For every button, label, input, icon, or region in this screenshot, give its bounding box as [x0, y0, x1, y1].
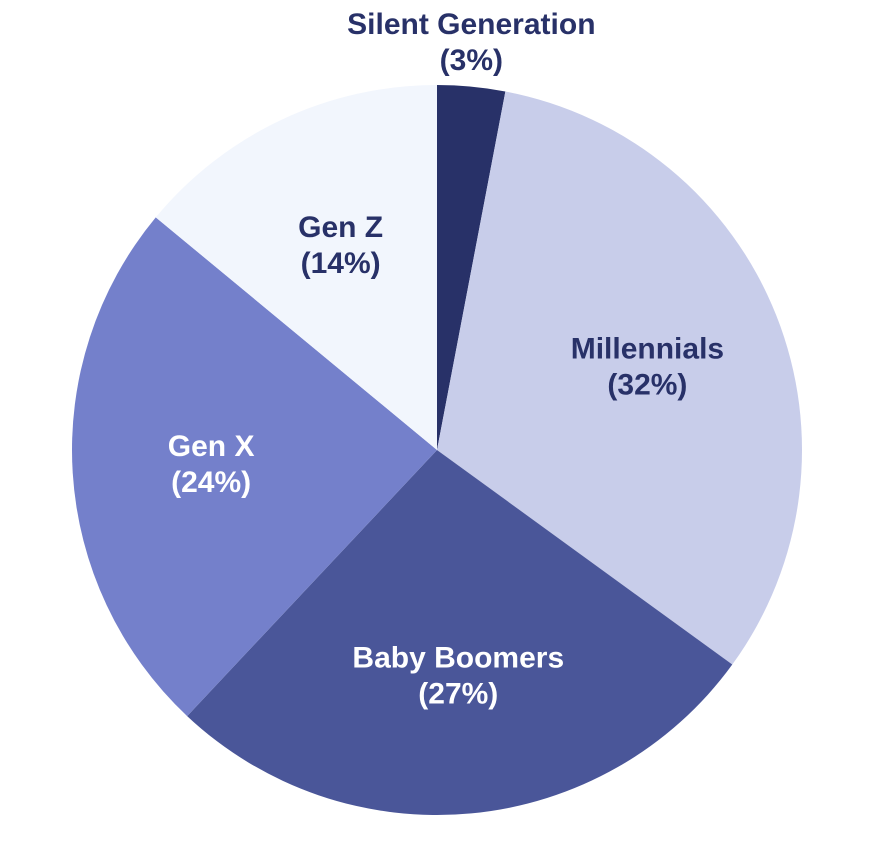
slice-name-label: Baby Boomers — [352, 641, 564, 674]
slice-percent-label: (27%) — [418, 677, 498, 710]
slice-label-gen-z: Gen Z(14%) — [298, 211, 383, 280]
slice-label-millennials: Millennials(32%) — [571, 333, 724, 402]
slice-label-gen-x: Gen X(24%) — [168, 430, 255, 499]
slice-name-label: Gen X — [168, 430, 255, 463]
slice-name-label: Silent Generation — [347, 8, 595, 41]
pie-slice-millennials — [437, 91, 803, 665]
slice-percent-label: (24%) — [171, 466, 251, 499]
pie-slice-gen-x — [72, 217, 437, 717]
slice-percent-label: (14%) — [301, 247, 381, 280]
pie-slice-gen-z — [155, 85, 437, 450]
slice-label-baby-boomers: Baby Boomers(27%) — [352, 641, 564, 710]
slice-percent-label: (3%) — [440, 44, 503, 77]
slice-label-silent-generation: Silent Generation(3%) — [347, 8, 595, 77]
pie-slice-baby-boomers — [187, 450, 733, 815]
slice-name-label: Gen Z — [298, 211, 383, 244]
slice-name-label: Millennials — [571, 333, 724, 366]
pie-slice-silent-generation — [437, 85, 506, 450]
slice-percent-label: (32%) — [607, 369, 687, 402]
